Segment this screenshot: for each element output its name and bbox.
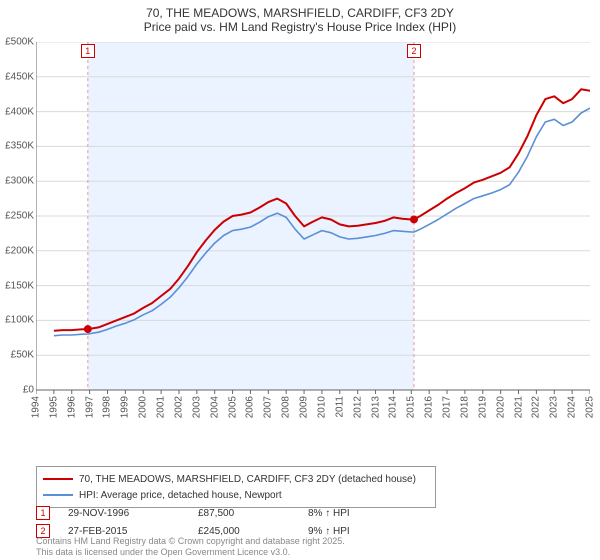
x-tick-label: 2022 [531, 396, 542, 418]
legend-swatch [43, 494, 73, 496]
x-tick-label: 2015 [406, 396, 417, 418]
x-tick-label: 2018 [459, 396, 470, 418]
x-tick-label: 2001 [156, 396, 167, 418]
x-tick-label: 1998 [102, 396, 113, 418]
x-tick-label: 2007 [263, 396, 274, 418]
x-tick-label: 2002 [173, 396, 184, 418]
x-tick-label: 2005 [227, 396, 238, 418]
y-tick-label: £400K [0, 106, 34, 117]
y-tick-label: £300K [0, 176, 34, 187]
x-tick-label: 2016 [424, 396, 435, 418]
footer-date: 29-NOV-1996 [68, 508, 198, 519]
chart-svg [36, 42, 590, 424]
x-tick-label: 2012 [352, 396, 363, 418]
y-tick-label: £100K [0, 315, 34, 326]
legend-row: 70, THE MEADOWS, MARSHFIELD, CARDIFF, CF… [43, 471, 429, 487]
y-tick-label: £450K [0, 71, 34, 82]
title-line2: Price paid vs. HM Land Registry's House … [0, 20, 600, 34]
x-tick-label: 2000 [138, 396, 149, 418]
title-line1: 70, THE MEADOWS, MARSHFIELD, CARDIFF, CF… [0, 6, 600, 20]
y-tick-label: £150K [0, 280, 34, 291]
x-tick-label: 2004 [209, 396, 220, 418]
attribution-line1: Contains HM Land Registry data © Crown c… [36, 536, 345, 547]
attribution: Contains HM Land Registry data © Crown c… [36, 536, 345, 558]
x-tick-label: 1994 [31, 396, 42, 418]
legend-text: HPI: Average price, detached house, Newp… [79, 490, 282, 501]
legend-text: 70, THE MEADOWS, MARSHFIELD, CARDIFF, CF… [79, 474, 416, 485]
x-tick-label: 1997 [84, 396, 95, 418]
y-tick-label: £350K [0, 141, 34, 152]
legend-box: 70, THE MEADOWS, MARSHFIELD, CARDIFF, CF… [36, 466, 436, 508]
y-tick-label: £200K [0, 245, 34, 256]
footer-price: £87,500 [198, 508, 308, 519]
legend-row: HPI: Average price, detached house, Newp… [43, 487, 429, 503]
attribution-line2: This data is licensed under the Open Gov… [36, 547, 345, 558]
y-tick-label: £50K [0, 350, 34, 361]
x-tick-label: 2011 [334, 396, 345, 418]
chart-area: £0£50K£100K£150K£200K£250K£300K£350K£400… [36, 42, 590, 424]
x-tick-label: 1995 [48, 396, 59, 418]
x-tick-label: 2021 [513, 396, 524, 418]
x-tick-label: 2008 [281, 396, 292, 418]
y-tick-label: £500K [0, 37, 34, 48]
chart-title-block: 70, THE MEADOWS, MARSHFIELD, CARDIFF, CF… [0, 0, 600, 36]
x-tick-label: 2009 [299, 396, 310, 418]
x-tick-label: 2023 [549, 396, 560, 418]
x-tick-label: 2024 [567, 396, 578, 418]
x-tick-label: 1999 [120, 396, 131, 418]
footer-price: £245,000 [198, 526, 308, 537]
x-tick-label: 2003 [191, 396, 202, 418]
x-tick-label: 2020 [495, 396, 506, 418]
footer-marker: 1 [36, 506, 50, 520]
x-tick-label: 2025 [585, 396, 596, 418]
footer-date: 27-FEB-2015 [68, 526, 198, 537]
sale-marker-1: 1 [81, 44, 95, 58]
x-tick-label: 2010 [316, 396, 327, 418]
x-tick-label: 2017 [442, 396, 453, 418]
legend-swatch [43, 478, 73, 480]
sale-marker-2: 2 [407, 44, 421, 58]
footer-row: 1 29-NOV-1996£87,5008% ↑ HPI [36, 504, 350, 522]
footer-hpi: 8% ↑ HPI [308, 508, 350, 519]
x-tick-label: 2014 [388, 396, 399, 418]
sales-footer: 129-NOV-1996£87,5008% ↑ HPI227-FEB-2015£… [36, 504, 350, 540]
x-tick-label: 2006 [245, 396, 256, 418]
y-tick-label: £0 [0, 385, 34, 396]
x-tick-label: 1996 [66, 396, 77, 418]
y-tick-label: £250K [0, 211, 34, 222]
x-tick-label: 2019 [477, 396, 488, 418]
x-tick-label: 2013 [370, 396, 381, 418]
footer-hpi: 9% ↑ HPI [308, 526, 350, 537]
